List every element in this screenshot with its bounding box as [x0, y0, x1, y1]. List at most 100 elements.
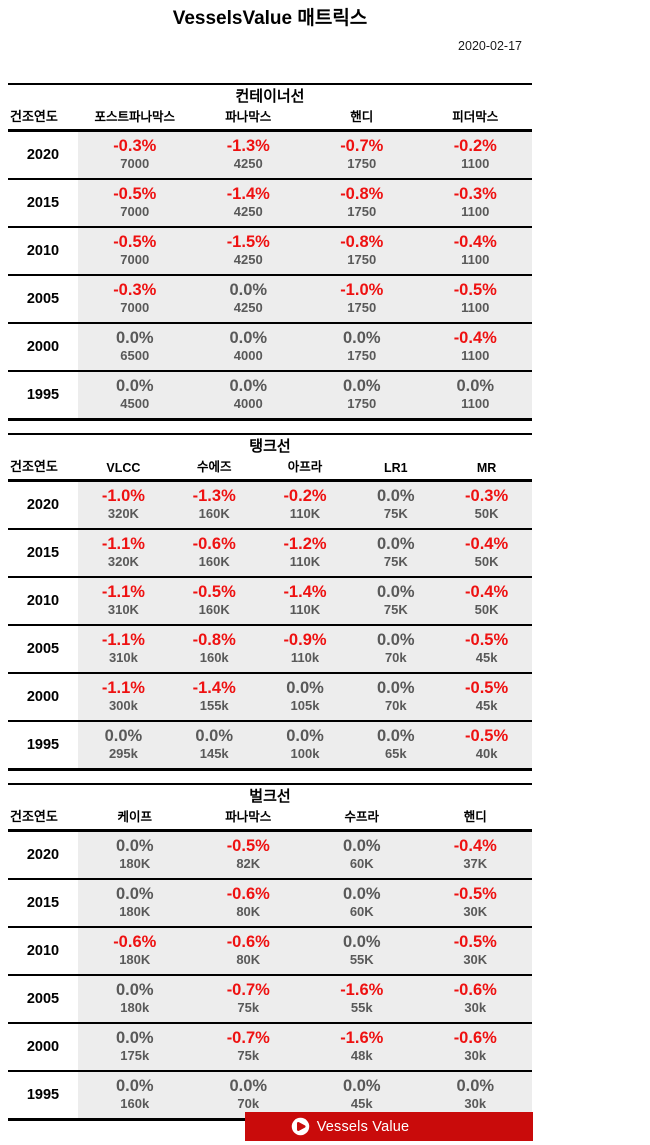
row-cells: -0.6% 180K -0.6% 80K 0.0% 55K -0.5% 30K [78, 928, 532, 974]
year-column-header: 건조연도 [10, 109, 58, 124]
data-cell: -0.5% 7000 [78, 228, 192, 274]
vessel-size-value: 75K [383, 554, 408, 569]
pct-change-value: 0.0% [115, 981, 154, 999]
pct-change-value: -1.4% [283, 583, 327, 601]
vessel-size-value: 105k [290, 698, 320, 713]
data-cell: -1.4% 4250 [192, 180, 306, 226]
section-title: 컨테이너선 [235, 88, 305, 105]
data-cell: -0.5% 45k [441, 674, 532, 720]
data-cell: -0.3% 50K [441, 482, 532, 528]
data-cell: -0.4% 50K [441, 578, 532, 624]
pct-change-value: -0.7% [340, 137, 384, 155]
vessel-size-value: 110K [289, 506, 321, 521]
pct-change-value: -0.4% [453, 233, 497, 251]
vessel-size-value: 55k [350, 1000, 373, 1015]
vessel-size-value: 1100 [461, 252, 490, 267]
row-cells: 0.0% 160k 0.0% 70k 0.0% 45k 0.0% 30k [78, 1072, 532, 1118]
row-cells: 0.0% 180K -0.5% 82K 0.0% 60K -0.4% 37K [78, 832, 532, 878]
pct-change-value: -1.6% [340, 1029, 384, 1047]
data-cell: 0.0% 30k [419, 1072, 533, 1118]
data-cell: -0.7% 75k [192, 1024, 306, 1070]
pct-change-value: -0.5% [192, 583, 236, 601]
data-cell: 0.0% 75K [350, 578, 441, 624]
vessel-size-value: 110k [290, 650, 320, 665]
pct-change-value: 0.0% [342, 1077, 381, 1095]
pct-change-value: -0.5% [453, 933, 497, 951]
footer-brand-label: Vessels Value [316, 1118, 410, 1135]
vessel-size-value: 65k [384, 746, 407, 761]
year-cell: 2020 [8, 482, 78, 528]
data-cell: -0.2% 110K [260, 482, 351, 528]
year-column-header: 건조연도 [10, 809, 58, 824]
pct-change-value: -1.6% [340, 981, 384, 999]
matrix-table-2: 탱크선 건조연도 VLCC 수에즈 아프라 LR1 MR 2020 -1.0% 320K -1.3%… [8, 433, 532, 771]
vessel-size-value: 320K [107, 506, 139, 521]
pct-change-value: -1.0% [101, 487, 145, 505]
data-cell: -1.1% 310k [78, 626, 169, 672]
pct-change-value: -1.1% [101, 583, 145, 601]
data-cell: 0.0% 4000 [192, 324, 306, 370]
data-cell: -1.2% 110K [260, 530, 351, 576]
pct-change-value: 0.0% [376, 487, 415, 505]
pct-change-value: -0.4% [465, 535, 509, 553]
data-cell: -0.6% 80K [192, 928, 306, 974]
pct-change-value: -0.5% [113, 233, 157, 251]
pct-change-value: 0.0% [229, 281, 268, 299]
pct-change-value: -0.6% [453, 1029, 497, 1047]
row-cells: -1.1% 320K -0.6% 160K -1.2% 110K 0.0% 75K -0.4% 5… [78, 530, 532, 576]
data-cell: -0.4% 37K [419, 832, 533, 878]
pct-change-value: 0.0% [342, 837, 381, 855]
data-cell: -0.5% 30K [419, 928, 533, 974]
vessel-size-value: 45k [350, 1096, 373, 1111]
vessel-size-value: 48k [350, 1048, 373, 1063]
data-cell: -0.6% 180K [78, 928, 192, 974]
vessel-size-value: 180K [119, 904, 151, 919]
data-cell: 0.0% 105k [260, 674, 351, 720]
pct-change-value: -1.4% [192, 679, 236, 697]
column-header: 수프라 [344, 810, 379, 824]
pct-change-value: -0.4% [453, 329, 497, 347]
year-cell: 2005 [8, 976, 78, 1022]
data-cell: -0.9% 110k [260, 626, 351, 672]
pct-change-value: 0.0% [342, 933, 381, 951]
column-header: MR [476, 461, 497, 475]
data-cell: 0.0% 70k [350, 626, 441, 672]
data-cell: -1.1% 300k [78, 674, 169, 720]
data-cell: -1.5% 4250 [192, 228, 306, 274]
vessel-size-value: 4250 [233, 252, 263, 267]
data-cell: -1.1% 320K [78, 530, 169, 576]
year-cell: 2010 [8, 578, 78, 624]
data-cell: -1.4% 110K [260, 578, 351, 624]
data-cell: 0.0% 180K [78, 880, 192, 926]
data-cell: -0.3% 1100 [419, 180, 533, 226]
vessel-size-value: 80K [236, 952, 261, 967]
vessel-size-value: 160K [198, 554, 230, 569]
pct-change-value: 0.0% [376, 583, 415, 601]
vesselsvalue-logo-icon [291, 1117, 310, 1136]
data-cell: -0.5% 160K [169, 578, 260, 624]
data-cell: -1.3% 160K [169, 482, 260, 528]
year-cell: 2000 [8, 324, 78, 370]
data-cell: -0.5% 7000 [78, 180, 192, 226]
year-cell: 2015 [8, 180, 78, 226]
pct-change-value: -0.4% [465, 583, 509, 601]
pct-change-value: 0.0% [115, 1029, 154, 1047]
data-cell: -1.6% 48k [305, 1024, 419, 1070]
row-cells: -1.1% 300k -1.4% 155k 0.0% 105k 0.0% 70k -0.5% 45… [78, 674, 532, 720]
vessel-size-value: 45k [475, 698, 498, 713]
vessel-size-value: 145k [199, 746, 229, 761]
footer-brand-banner: Vessels Value [245, 1112, 533, 1141]
pct-change-value: -0.6% [226, 933, 270, 951]
data-cell: -0.8% 1750 [305, 228, 419, 274]
vessel-size-value: 100k [290, 746, 320, 761]
data-cell: -0.4% 1100 [419, 324, 533, 370]
pct-change-value: -0.7% [226, 981, 270, 999]
pct-change-value: -0.5% [465, 631, 509, 649]
pct-change-value: 0.0% [342, 885, 381, 903]
data-cell: -1.0% 1750 [305, 276, 419, 322]
data-cell: 0.0% 4500 [78, 372, 192, 418]
data-cell: 0.0% 60K [305, 832, 419, 878]
pct-change-value: 0.0% [342, 329, 381, 347]
year-cell: 2015 [8, 880, 78, 926]
table-row: 2005 -0.3% 7000 0.0% 4250 -1.0% 1750 -0.5% 1100 [8, 276, 532, 324]
